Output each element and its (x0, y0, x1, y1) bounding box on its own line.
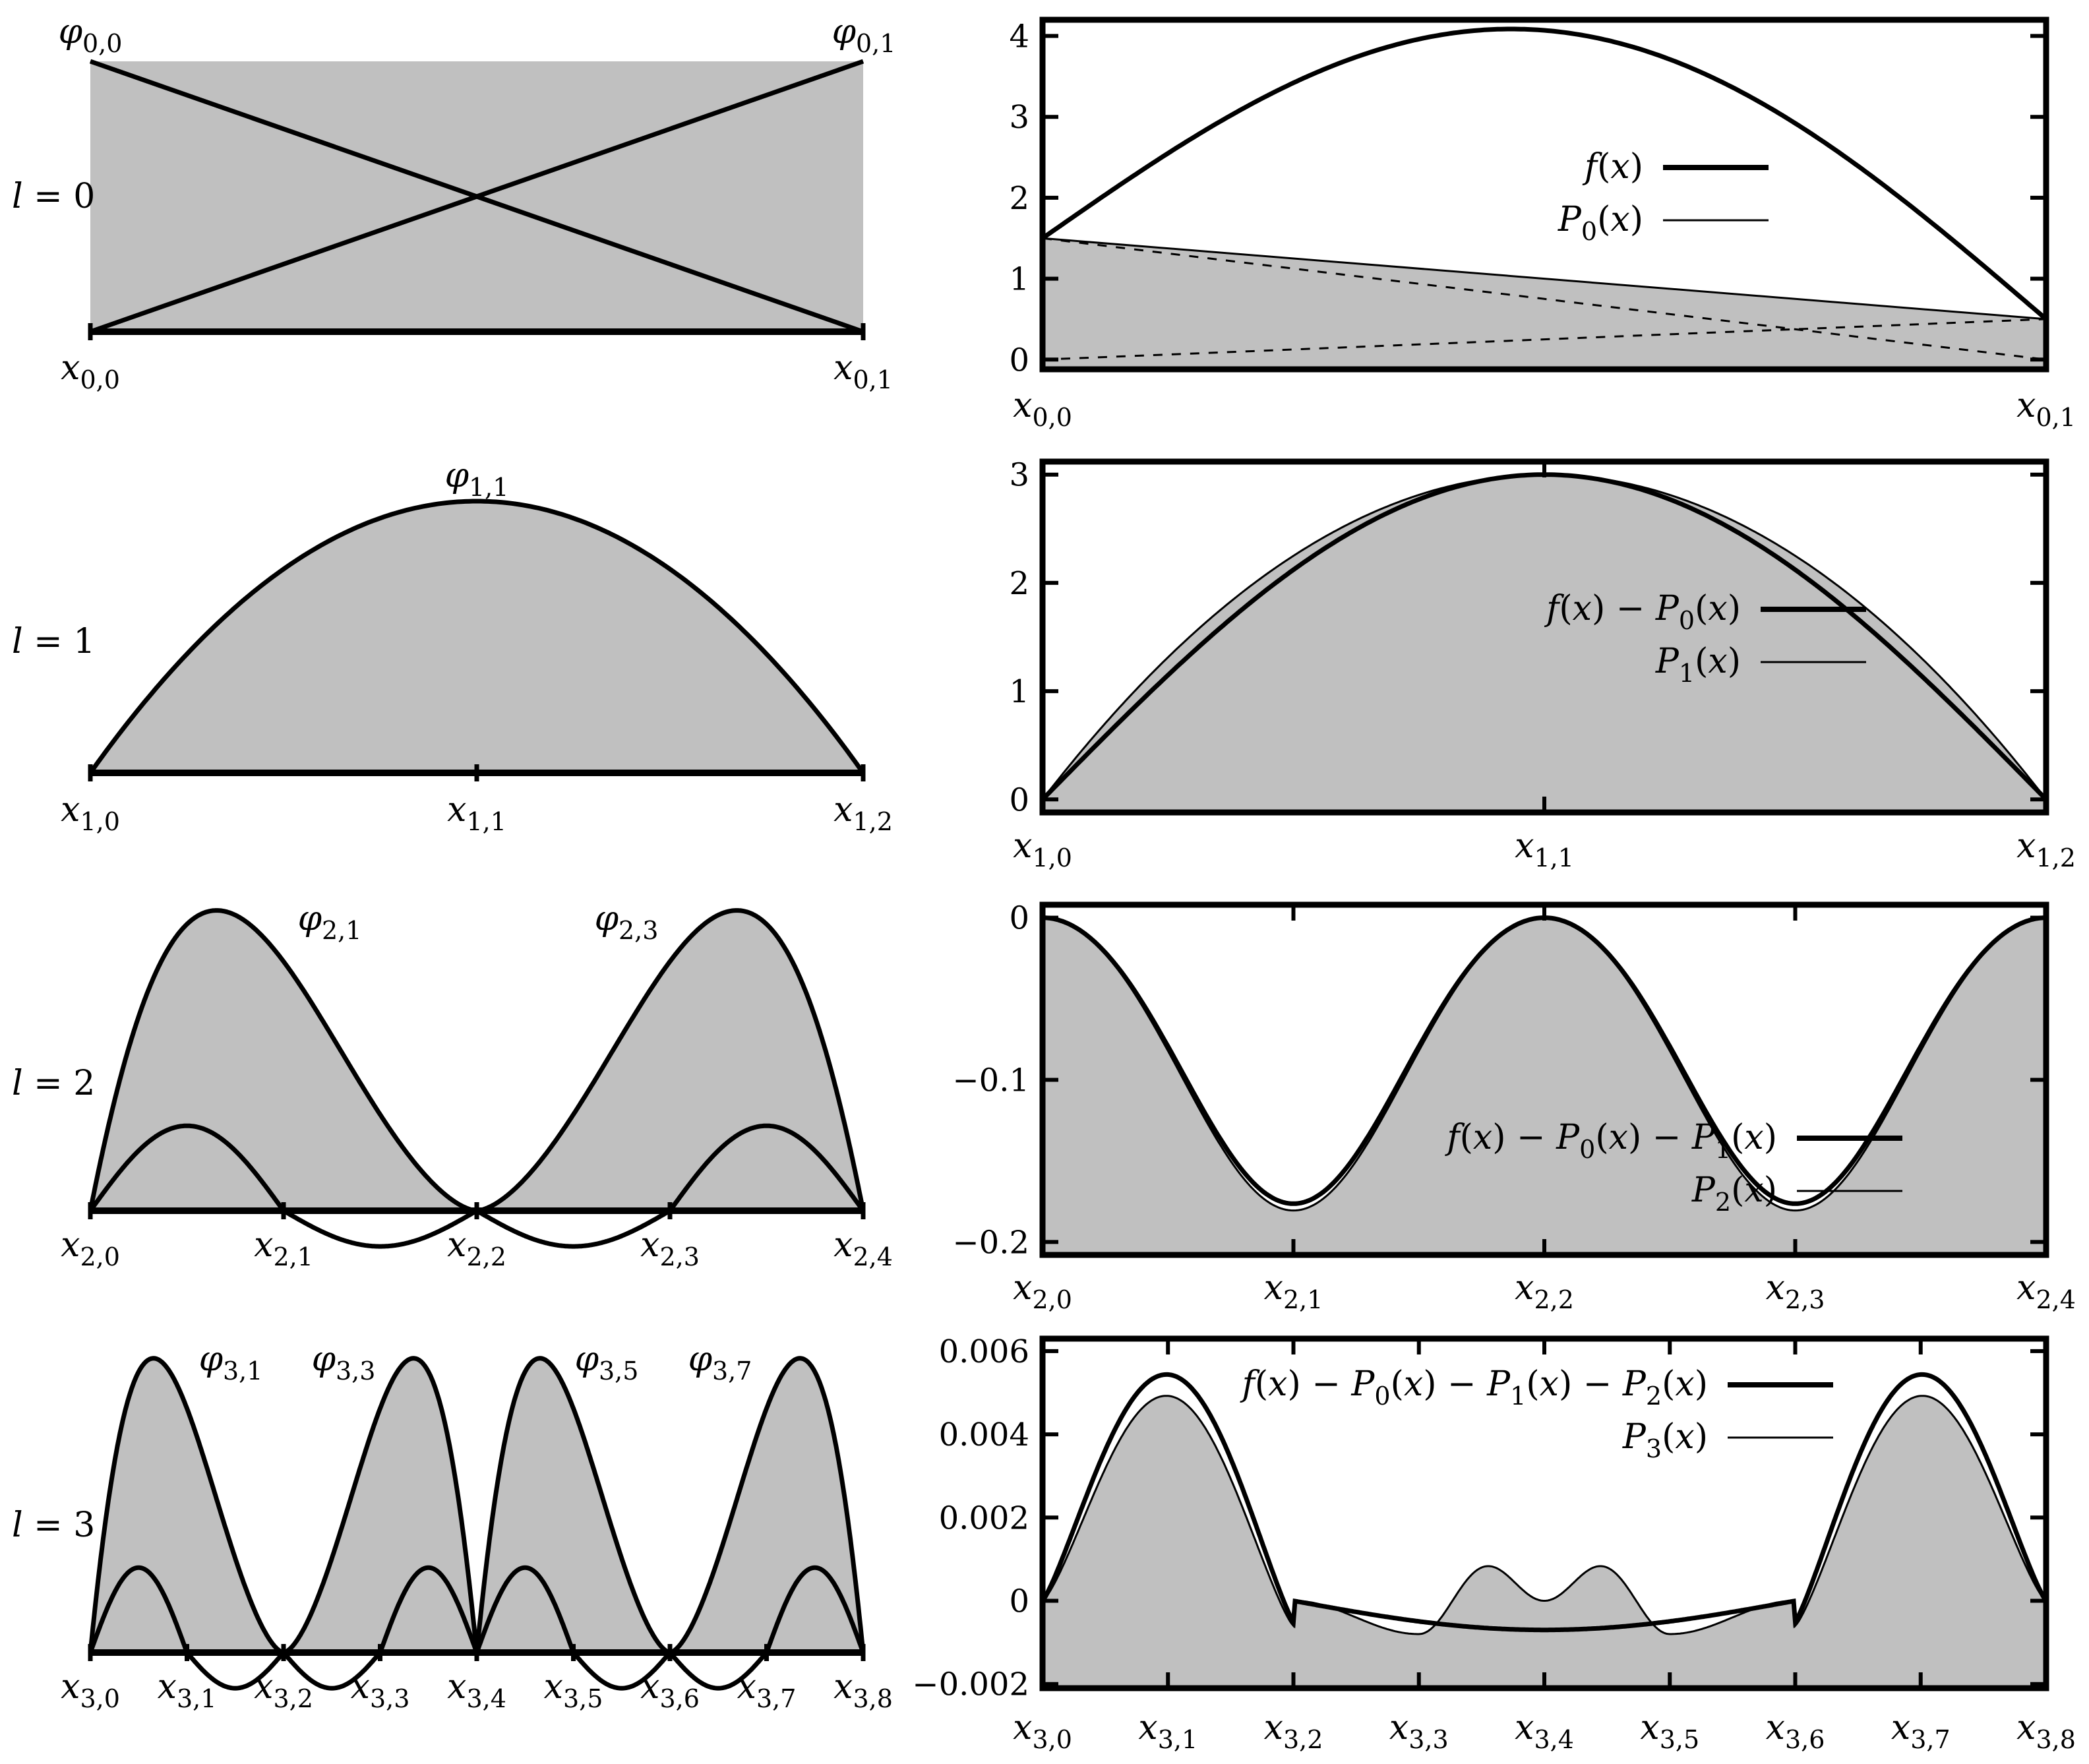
legend-label: P1(x) (1655, 642, 1741, 688)
y-tick-label: 2 (1009, 565, 1029, 602)
node-label: x1,2 (833, 790, 893, 836)
y-tick-label: 0 (1009, 781, 1029, 818)
node-label: x2,4 (833, 1225, 893, 1271)
x-tick-label: x3,0 (1013, 1708, 1072, 1754)
node-label: x3,3 (351, 1667, 410, 1713)
level-label: l = 3 (12, 1505, 95, 1545)
basis-part-dashed (1042, 237, 2047, 361)
approx-fill (1043, 917, 2046, 1255)
basis-label: φ3,1 (199, 1339, 263, 1385)
y-tick-label: 0 (1009, 1583, 1029, 1620)
y-tick-label: 3 (1009, 457, 1029, 494)
x-tick-label: x3,4 (1515, 1708, 1574, 1754)
legend-label: f(x) − P0(x) (1544, 589, 1741, 635)
x-tick-label: x3,2 (1264, 1708, 1323, 1754)
x-tick-label: x1,0 (1013, 826, 1072, 872)
y-tick-label: 1 (1009, 261, 1029, 298)
node-label: x2,3 (640, 1225, 700, 1271)
node-label: x3,7 (737, 1667, 797, 1713)
node-label: x3,4 (447, 1667, 506, 1713)
x-tick-label: x3,1 (1138, 1708, 1197, 1754)
legend-label: f(x) − P0(x) − P1(x) − P2(x) (1240, 1364, 1708, 1411)
x-tick-label: x3,7 (1891, 1708, 1951, 1754)
legend-label: P2(x) (1691, 1171, 1777, 1217)
y-tick-label: 1 (1009, 673, 1029, 710)
basis-part-dashed (1042, 318, 2047, 361)
y-tick-label: 0.004 (939, 1416, 1029, 1453)
legend-label: P3(x) (1622, 1417, 1708, 1463)
y-tick-label: 3 (1009, 99, 1029, 136)
y-tick-label: −0.002 (912, 1666, 1029, 1703)
basis-fill (90, 1358, 863, 1653)
approx-fill (1043, 474, 2046, 812)
level-label: l = 2 (12, 1064, 95, 1103)
x-tick-label: x1,2 (2016, 826, 2076, 872)
y-tick-label: 0 (1009, 342, 1029, 379)
x-tick-label: x3,8 (2016, 1708, 2076, 1754)
y-tick-label: 2 (1009, 180, 1029, 217)
node-label: x3,1 (158, 1667, 217, 1713)
node-label: x1,1 (447, 790, 506, 836)
node-label: x2,0 (61, 1225, 120, 1271)
approx-fill (1043, 1395, 2046, 1688)
x-tick-label: x0,1 (2016, 386, 2076, 432)
level-label: l = 1 (12, 622, 95, 661)
x-tick-label: x2,2 (1515, 1268, 1574, 1314)
legend-label: P0(x) (1558, 200, 1643, 246)
x-tick-label: x2,3 (1766, 1268, 1825, 1314)
node-label: x3,8 (833, 1667, 893, 1713)
x-tick-label: x3,5 (1640, 1708, 1699, 1754)
node-label: x3,5 (544, 1667, 603, 1713)
y-tick-label: 4 (1009, 18, 1029, 55)
basis-label: φ0,0 (59, 12, 123, 58)
node-label: x3,2 (254, 1667, 313, 1713)
series-approx-thin (1042, 237, 2047, 320)
basis-label: φ2,1 (298, 899, 362, 945)
series-approx-thin (1042, 1395, 2047, 1635)
x-tick-label: x2,4 (2016, 1268, 2076, 1314)
basis-label: φ2,3 (595, 899, 659, 945)
x-tick-label: x3,6 (1766, 1708, 1825, 1754)
node-label: x0,1 (833, 348, 893, 394)
basis-phi-0-1 (89, 59, 864, 334)
x-tick-label: x2,0 (1013, 1268, 1072, 1314)
basis-phi-1-1 (88, 499, 865, 775)
series-residual-thick (1041, 26, 2048, 321)
legend-label: f(x) − P0(x) − P1(x) (1444, 1118, 1777, 1164)
node-label: x2,2 (447, 1225, 506, 1271)
plot-frame (1039, 16, 2049, 373)
basis-label: φ0,1 (832, 12, 896, 58)
basis-fill (90, 910, 863, 1211)
series-residual-thick (1041, 1372, 2048, 1633)
x-tick-label: x2,1 (1264, 1268, 1323, 1314)
level-label: l = 0 (12, 177, 95, 216)
legend-label: f(x) (1582, 147, 1643, 187)
basis-label: φ3,7 (688, 1339, 752, 1385)
basis-label: φ3,5 (575, 1339, 639, 1385)
y-tick-label: −0.2 (952, 1224, 1029, 1261)
basis-label: φ1,1 (445, 456, 509, 502)
node-label: x0,0 (61, 348, 120, 394)
approx-fill (1043, 238, 2046, 369)
basis-label: φ3,3 (312, 1339, 376, 1385)
node-label: x2,1 (254, 1225, 313, 1271)
node-label: x3,6 (640, 1667, 700, 1713)
node-label: x1,0 (61, 790, 120, 836)
x-tick-label: x3,3 (1389, 1708, 1449, 1754)
y-tick-label: −0.1 (952, 1062, 1029, 1099)
y-tick-label: 0.002 (939, 1500, 1029, 1536)
y-tick-label: 0 (1009, 900, 1029, 937)
y-tick-label: 0.006 (939, 1333, 1029, 1370)
x-tick-label: x0,0 (1013, 386, 1072, 432)
node-label: x3,0 (61, 1667, 120, 1713)
x-tick-label: x1,1 (1515, 826, 1574, 872)
